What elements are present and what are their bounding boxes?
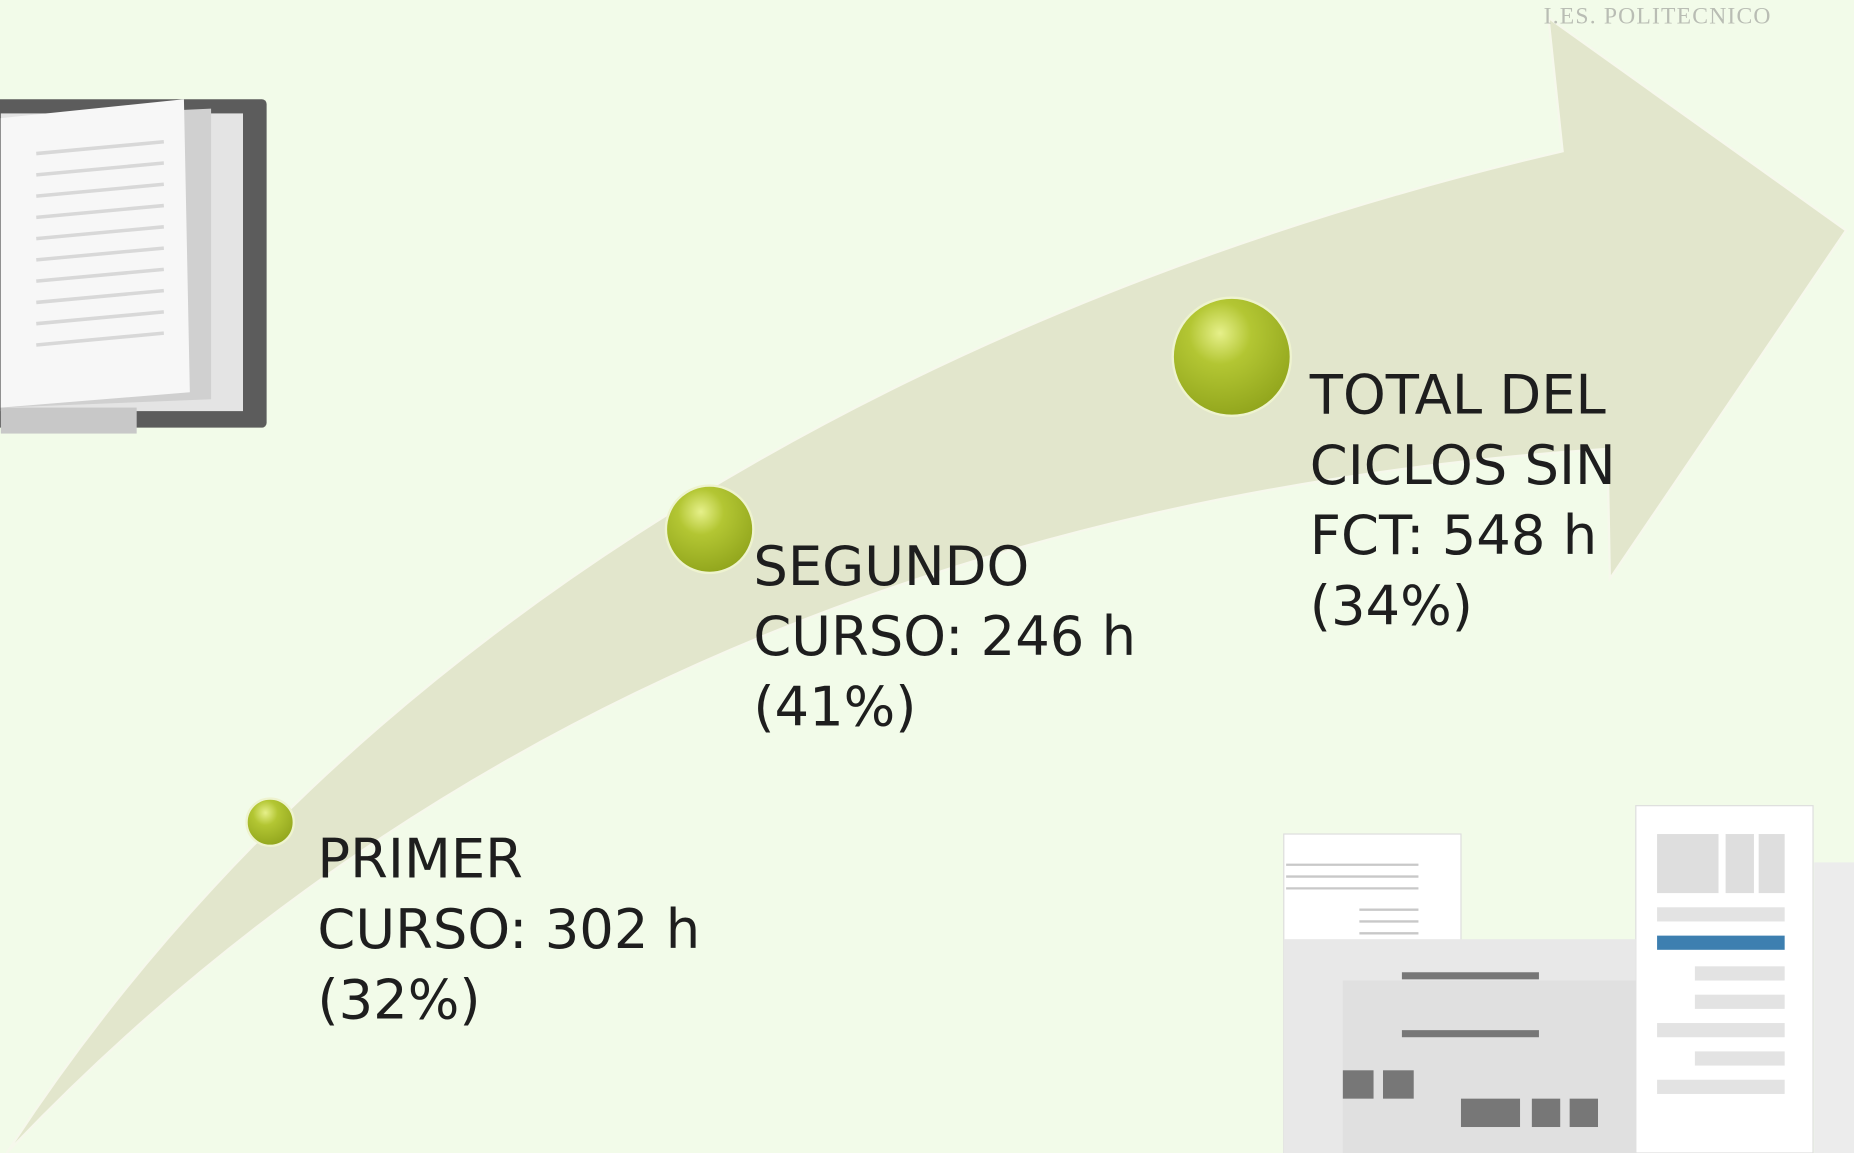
milestone-label: SEGUNDO	[753, 535, 1029, 598]
milestone-dot	[1173, 298, 1291, 416]
watermark: I.ES. POLITECNICO	[1544, 4, 1772, 30]
milestone-label: TOTAL DEL	[1309, 363, 1606, 426]
book-icon	[0, 99, 267, 433]
milestone-label: (32%)	[317, 968, 480, 1031]
milestone-label: CURSO: 302 h	[317, 898, 700, 961]
milestone-label: CURSO: 246 h	[753, 605, 1136, 668]
milestone-label: (34%)	[1310, 574, 1473, 637]
milestone-label: (41%)	[753, 675, 916, 738]
milestone-label: FCT: 548 h	[1310, 504, 1597, 567]
milestone-dot	[666, 486, 753, 573]
milestone-label: PRIMER	[317, 828, 522, 891]
milestone-dot	[247, 799, 294, 846]
milestone-label: CICLOS SIN	[1310, 434, 1616, 497]
page: {"watermark":"I.ES. POLITECNICO", "nodes…	[0, 0, 1854, 1153]
slide: I.ES. POLITECNICO PRIMER CURSO: 302 h (32%…	[0, 0, 1854, 1153]
